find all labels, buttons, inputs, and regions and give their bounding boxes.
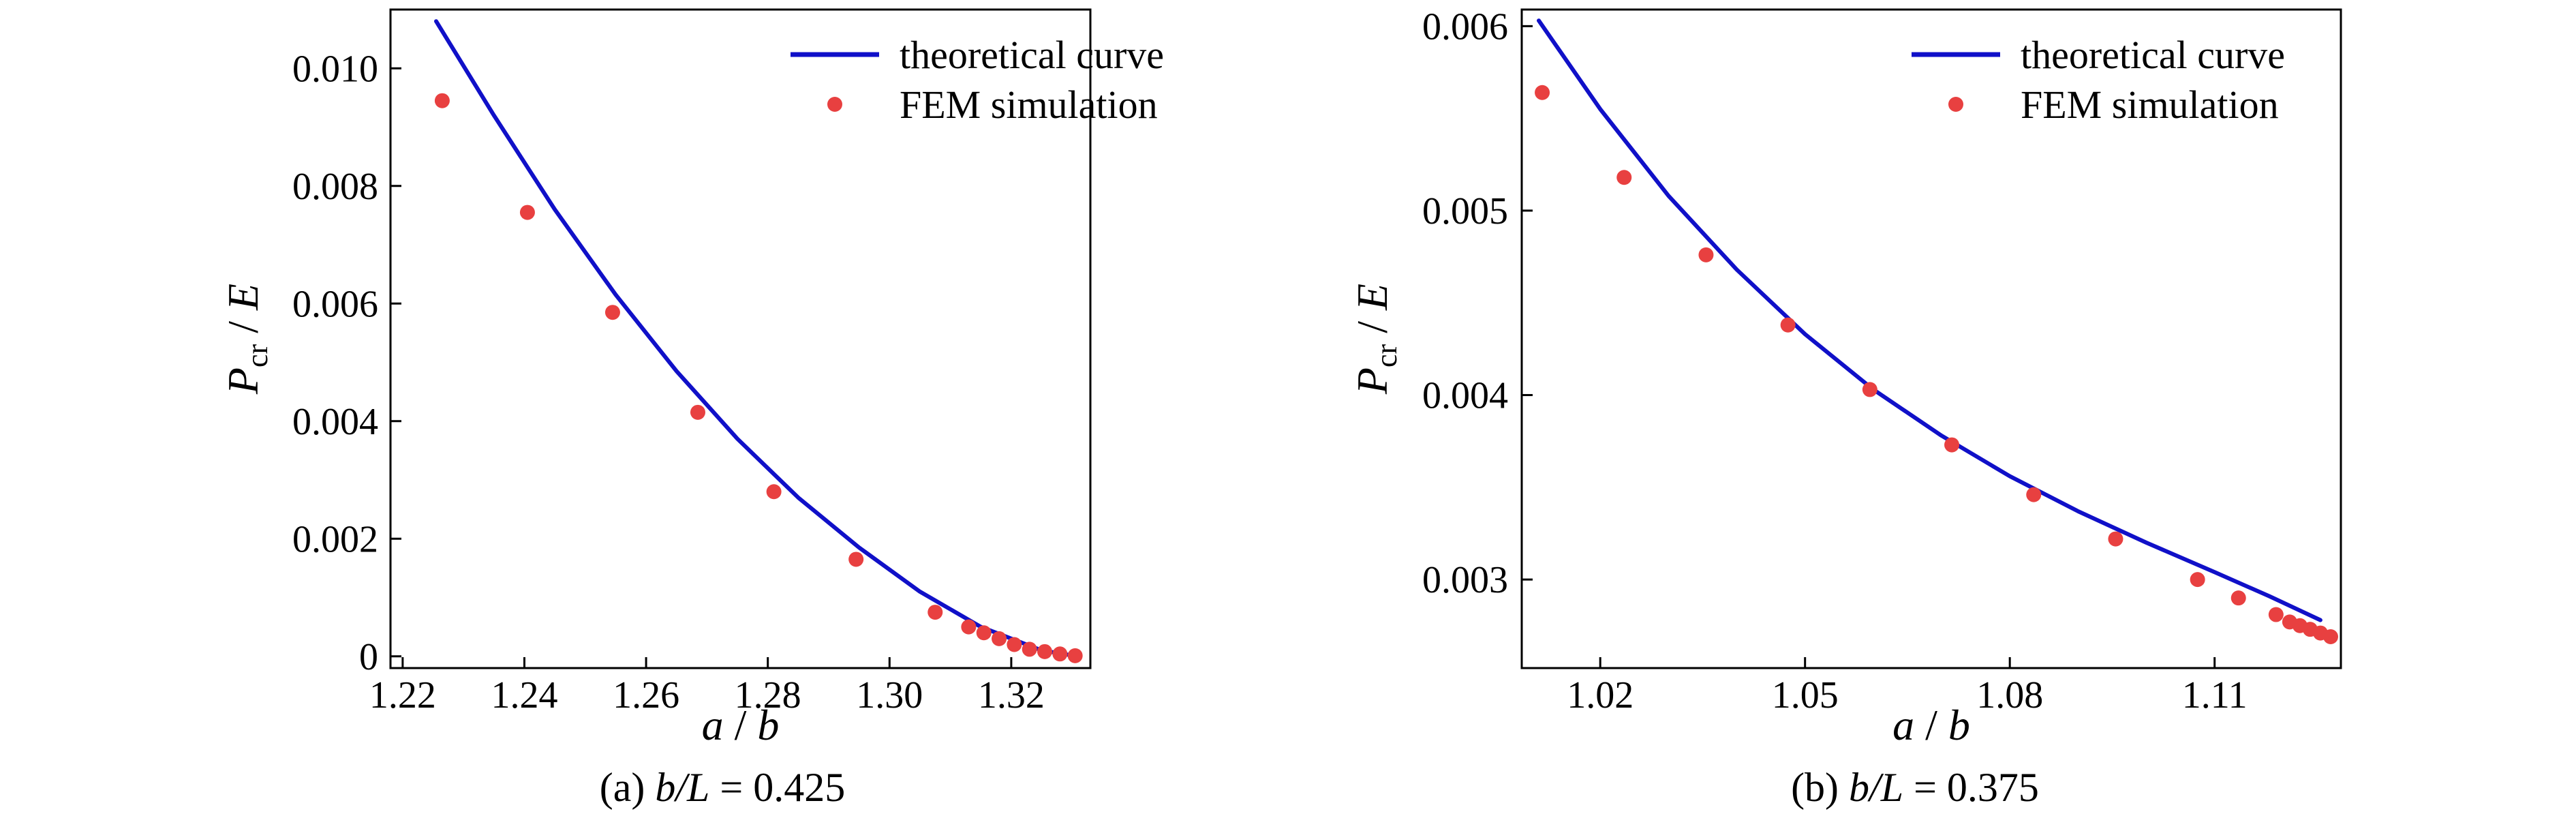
x-axis-label-sep: / bbox=[1914, 701, 1948, 749]
data-point-fem bbox=[690, 404, 705, 420]
x-tick-label: 1.22 bbox=[369, 674, 436, 716]
legend-label-fem: FEM simulation bbox=[900, 82, 1158, 127]
legend-marker-swatch bbox=[1948, 97, 1963, 112]
y-axis-label: Pcr / E bbox=[1348, 284, 1403, 395]
y-tick-label: 0.010 bbox=[292, 48, 378, 90]
x-tick-label: 1.32 bbox=[978, 674, 1045, 716]
caption-variable: b/L bbox=[655, 765, 709, 810]
data-point-fem bbox=[1022, 641, 1037, 657]
x-axis-label-b: b bbox=[757, 701, 779, 749]
x-tick-label: 1.08 bbox=[1976, 674, 2043, 716]
data-point-fem bbox=[2108, 531, 2123, 547]
data-point-fem bbox=[434, 93, 450, 108]
y-axis-label-e: E bbox=[1348, 284, 1396, 311]
data-point-fem bbox=[1616, 170, 1632, 185]
data-point-fem bbox=[519, 205, 535, 220]
data-point-fem bbox=[766, 484, 782, 500]
x-axis-label-sep: / bbox=[724, 701, 758, 749]
data-point-fem bbox=[992, 631, 1007, 646]
panel-caption: (b) b/L = 0.375 bbox=[1791, 765, 2039, 810]
data-point-fem bbox=[1052, 646, 1068, 662]
legend-label-theoretical: theoretical curve bbox=[900, 33, 1164, 77]
x-tick-label: 1.11 bbox=[2182, 674, 2248, 716]
x-tick-label: 1.02 bbox=[1567, 674, 1634, 716]
x-tick-label: 1.26 bbox=[613, 674, 679, 716]
legend-marker-swatch bbox=[827, 97, 842, 112]
data-point-fem bbox=[1007, 637, 1022, 652]
y-axis-label-p: P bbox=[1348, 367, 1396, 395]
data-point-fem bbox=[1067, 648, 1083, 663]
data-point-fem bbox=[2190, 572, 2205, 588]
y-tick-label: 0.005 bbox=[1422, 190, 1508, 232]
caption-prefix: (a) bbox=[600, 765, 656, 810]
data-point-fem bbox=[2026, 487, 2042, 502]
panel-caption: (a) b/L = 0.425 bbox=[600, 765, 845, 810]
data-point-fem bbox=[961, 619, 977, 635]
legend-label-theoretical: theoretical curve bbox=[2021, 33, 2285, 77]
data-point-fem bbox=[1698, 247, 1714, 262]
data-point-fem bbox=[2322, 629, 2338, 644]
y-tick-label: 0.006 bbox=[1422, 5, 1508, 48]
y-axis-label-p: P bbox=[219, 367, 267, 395]
x-axis-label: a / b bbox=[702, 701, 780, 749]
plot-frame bbox=[389, 8, 1092, 669]
y-axis-label-sep: / bbox=[219, 310, 267, 344]
y-axis-label-e: E bbox=[219, 284, 267, 311]
x-axis-label: a / b bbox=[1892, 701, 1970, 749]
caption-variable: b/L bbox=[1849, 765, 1903, 810]
caption-prefix: (b) bbox=[1791, 765, 1849, 810]
caption-value: = 0.375 bbox=[1903, 765, 2039, 810]
data-point-fem bbox=[1780, 317, 1796, 333]
y-tick-label: 0.004 bbox=[1422, 375, 1508, 417]
panel-a: 1.22 1.24 1.26 1.28 1.30 1.32 0 0.002 0.004 0.006… bbox=[219, 8, 1164, 810]
y-tick-label: 0 bbox=[359, 636, 378, 678]
data-point-fem bbox=[848, 551, 864, 567]
y-axis-label-sub: cr bbox=[241, 344, 274, 367]
series-line-theoretical bbox=[1537, 18, 2322, 622]
data-point-fem bbox=[1037, 644, 1053, 659]
caption-value: = 0.425 bbox=[709, 765, 845, 810]
data-point-fem bbox=[604, 305, 620, 320]
data-point-fem bbox=[976, 625, 992, 641]
y-tick-label: 0.006 bbox=[292, 283, 378, 325]
x-tick-label: 1.24 bbox=[491, 674, 557, 716]
data-point-fem bbox=[2230, 590, 2246, 606]
data-point-fem bbox=[2268, 607, 2284, 622]
x-tick-label: 1.30 bbox=[856, 674, 923, 716]
panel-b: 1.02 1.05 1.08 1.11 0.003 0.004 0.005 0.006 theo… bbox=[1348, 5, 2342, 810]
data-point-fem bbox=[927, 605, 943, 620]
y-tick-label: 0.008 bbox=[292, 166, 378, 208]
data-point-fem bbox=[1862, 382, 1877, 397]
y-axis-label: Pcr / E bbox=[219, 284, 274, 395]
y-tick-label: 0.003 bbox=[1422, 559, 1508, 601]
y-tick-label: 0.002 bbox=[292, 518, 378, 560]
plot-frame bbox=[1520, 8, 2342, 669]
x-tick-label: 1.28 bbox=[735, 674, 801, 716]
data-point-fem bbox=[1535, 85, 1550, 100]
x-axis-label-b: b bbox=[1948, 701, 1970, 749]
y-axis-label-sub: cr bbox=[1370, 344, 1403, 367]
y-axis-label-sep: / bbox=[1348, 310, 1396, 344]
data-point-fem bbox=[1944, 437, 1960, 453]
x-axis-label-a: a bbox=[1892, 701, 1914, 749]
x-tick-label: 1.05 bbox=[1772, 674, 1839, 716]
x-axis-label-a: a bbox=[702, 701, 724, 749]
legend-label-fem: FEM simulation bbox=[2021, 82, 2279, 127]
y-tick-label: 0.004 bbox=[292, 401, 378, 443]
